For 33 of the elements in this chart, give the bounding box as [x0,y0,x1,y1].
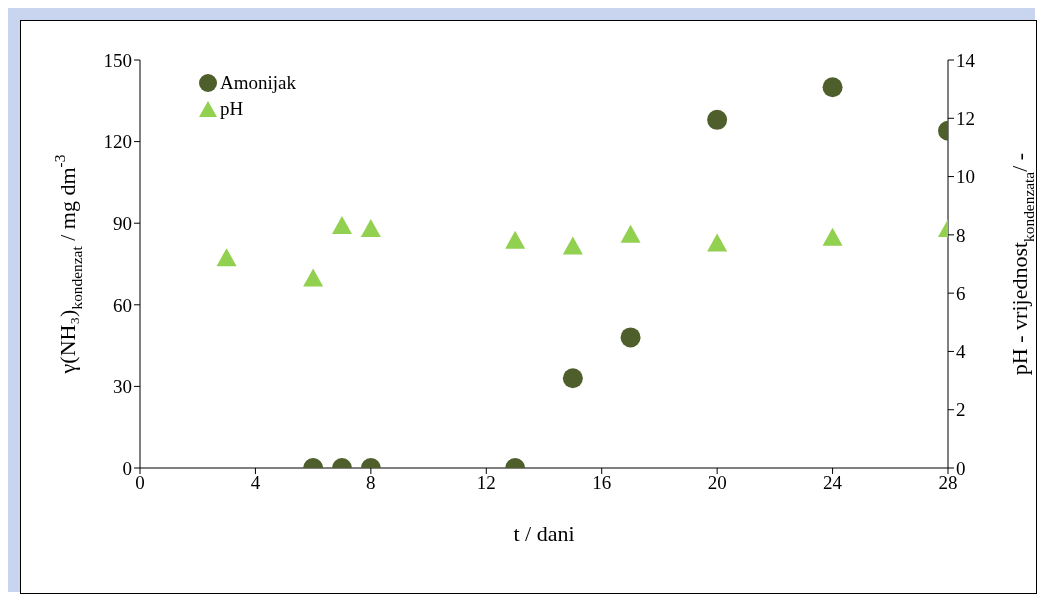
y-tick-label: 90 [113,212,132,234]
legend-label: pH [220,98,244,120]
y2-tick-label: 8 [956,224,966,246]
y2-tick-label: 6 [956,282,966,304]
x-axis-title: t / dani [513,521,575,547]
x-tick-label: 24 [823,472,843,494]
legend-label: Amonijak [220,72,296,94]
x-tick-label: 28 [938,472,958,494]
x-tick-label: 16 [592,472,612,494]
y2-tick-label: 12 [956,108,975,130]
point [332,216,352,235]
y-tick-label: 120 [103,131,132,153]
x-tick-label: 4 [250,472,261,494]
point [562,236,583,255]
point [360,219,381,238]
x-tick-label: 8 [366,472,376,494]
point [303,268,324,287]
y2-tick-label: 14 [956,49,976,71]
y2-tick-label: 0 [956,457,966,479]
x-tick-label: 20 [707,472,727,494]
y-tick-label: 0 [122,457,132,479]
point [216,248,237,267]
x-tick-label: 12 [476,472,496,494]
y-tick-label: 150 [103,49,132,71]
point [822,227,843,246]
point [707,233,728,252]
y2-tick-label: 4 [956,341,966,363]
y2-tick-label: 10 [956,166,975,188]
y-tick-label: 60 [113,294,132,316]
y-tick-label: 30 [113,376,132,398]
point [620,224,641,243]
point [505,230,526,249]
y2-tick-label: 2 [956,399,966,421]
